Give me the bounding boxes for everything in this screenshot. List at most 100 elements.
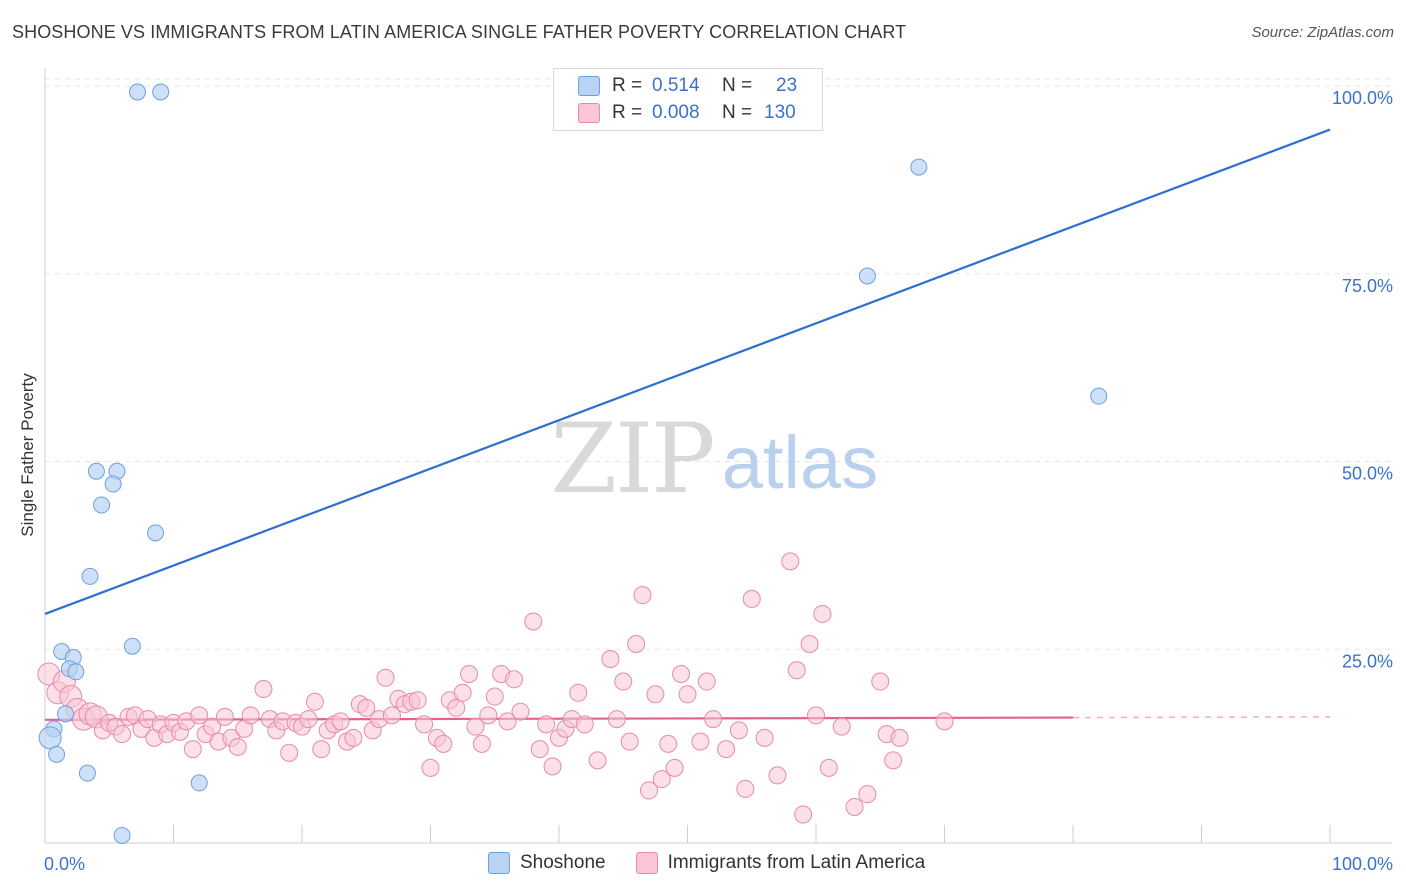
y-axis-label: Single Father Poverty: [18, 373, 37, 537]
data-point-latin-america: [813, 604, 832, 623]
data-point-shoshone: [67, 663, 85, 681]
data-point-latin-america: [485, 687, 504, 706]
tick-labels: 25.0% 50.0% 75.0% 100.0% 0.0% 100.0%: [44, 88, 1393, 874]
legend-swatch-latin-america: [578, 103, 600, 123]
data-point-shoshone: [104, 475, 122, 493]
data-point-shoshone: [123, 637, 141, 655]
legend-label-latin-america: Immigrants from Latin America: [667, 852, 926, 873]
data-point-latin-america: [633, 586, 652, 605]
data-point-latin-america: [736, 779, 755, 798]
legend-swatch-latin-america: [635, 852, 658, 874]
data-point-latin-america: [672, 665, 691, 684]
y-tick-label: 25.0%: [1342, 651, 1393, 671]
data-point-latin-america: [447, 698, 466, 717]
data-point-latin-america: [466, 717, 485, 736]
chart-title: SHOSHONE VS IMMIGRANTS FROM LATIN AMERIC…: [12, 22, 907, 42]
data-point-latin-america: [787, 661, 806, 680]
data-point-latin-america: [781, 552, 800, 571]
data-point-shoshone: [81, 567, 99, 585]
data-point-shoshone: [113, 826, 131, 844]
data-point-latin-america: [890, 728, 909, 747]
data-point-latin-america: [627, 634, 646, 653]
data-point-shoshone: [93, 496, 111, 514]
series-legend: Shoshone Immigrants from Latin America: [488, 852, 955, 874]
data-point-latin-america: [794, 805, 813, 824]
svg-text:ZIP: ZIP: [550, 403, 713, 515]
data-point-latin-america: [639, 781, 658, 800]
legend-label-shoshone: Shoshone: [520, 852, 606, 873]
data-point-latin-america: [460, 665, 479, 684]
legend-n-value: 23: [776, 75, 798, 96]
legend-swatch-shoshone: [578, 76, 600, 96]
data-point-latin-america: [697, 672, 716, 691]
data-point-latin-america: [884, 751, 903, 770]
data-point-latin-america: [614, 672, 633, 691]
data-point-latin-america: [652, 770, 671, 789]
data-point-latin-america: [434, 734, 453, 753]
data-point-latin-america: [241, 706, 260, 725]
legend-n-label: N =: [722, 102, 753, 123]
data-point-latin-america: [376, 668, 395, 687]
data-point-latin-america: [228, 737, 247, 756]
data-point-latin-america: [299, 710, 318, 729]
data-point-latin-america: [601, 650, 620, 669]
data-point-latin-america: [742, 589, 761, 608]
data-point-shoshone: [147, 524, 165, 542]
series-shoshone-points: [38, 83, 1108, 844]
trend-line-latin-america-extrapolated: [1072, 716, 1331, 719]
data-point-latin-america: [729, 721, 748, 740]
y-tick-label: 50.0%: [1342, 464, 1393, 484]
data-point-latin-america: [768, 766, 787, 785]
data-point-shoshone: [129, 83, 147, 101]
data-point-shoshone: [910, 158, 928, 176]
data-point-latin-america: [575, 715, 594, 734]
data-point-latin-america: [415, 715, 434, 734]
data-point-shoshone: [48, 745, 66, 763]
data-point-latin-america: [203, 717, 222, 736]
x-tick-label: 100.0%: [1332, 854, 1393, 874]
data-point-latin-america: [382, 706, 401, 725]
data-point-latin-america: [190, 706, 209, 725]
data-point-latin-america: [717, 740, 736, 759]
data-point-latin-america: [646, 685, 665, 704]
data-point-latin-america: [498, 712, 517, 731]
data-point-shoshone: [87, 462, 105, 480]
x-tick-label: 0.0%: [44, 854, 85, 874]
legend-swatch-shoshone: [488, 852, 510, 874]
data-point-latin-america: [215, 707, 234, 726]
data-point-latin-america: [800, 634, 819, 653]
axes: [44, 68, 1392, 844]
data-point-latin-america: [607, 710, 626, 729]
watermark: ZIP atlas: [550, 403, 878, 515]
data-point-latin-america: [453, 683, 472, 702]
trend-line-shoshone: [44, 128, 1331, 615]
data-point-shoshone: [858, 267, 876, 285]
data-point-latin-america: [871, 672, 890, 691]
data-point-latin-america: [665, 758, 684, 777]
data-point-latin-america: [845, 797, 864, 816]
data-point-latin-america: [280, 743, 299, 762]
grid-lines: [45, 78, 1392, 650]
legend-r-value: 0.008: [652, 102, 700, 123]
data-point-latin-america: [755, 728, 774, 747]
legend-item-shoshone[interactable]: Shoshone: [488, 852, 606, 874]
y-tick-label: 75.0%: [1342, 276, 1393, 296]
data-point-latin-america: [524, 612, 543, 631]
data-point-latin-america: [704, 710, 723, 729]
chart-source: Source: ZipAtlas.com: [1251, 24, 1394, 41]
legend-n-value: 130: [764, 102, 796, 123]
data-point-latin-america: [479, 706, 498, 725]
data-point-latin-america: [807, 706, 825, 725]
data-point-shoshone: [152, 83, 170, 101]
legend-n-label: N =: [722, 75, 753, 96]
data-point-latin-america: [620, 732, 639, 751]
legend-row-latin-america: R = 0.008 N = 130: [578, 101, 796, 125]
data-point-latin-america: [331, 712, 350, 731]
legend-item-latin-america[interactable]: Immigrants from Latin America: [635, 852, 926, 874]
data-point-shoshone: [78, 764, 96, 782]
data-point-shoshone: [1090, 387, 1108, 405]
data-point-latin-america: [421, 758, 440, 777]
svg-text:atlas: atlas: [722, 421, 878, 504]
data-point-latin-america: [472, 734, 491, 753]
